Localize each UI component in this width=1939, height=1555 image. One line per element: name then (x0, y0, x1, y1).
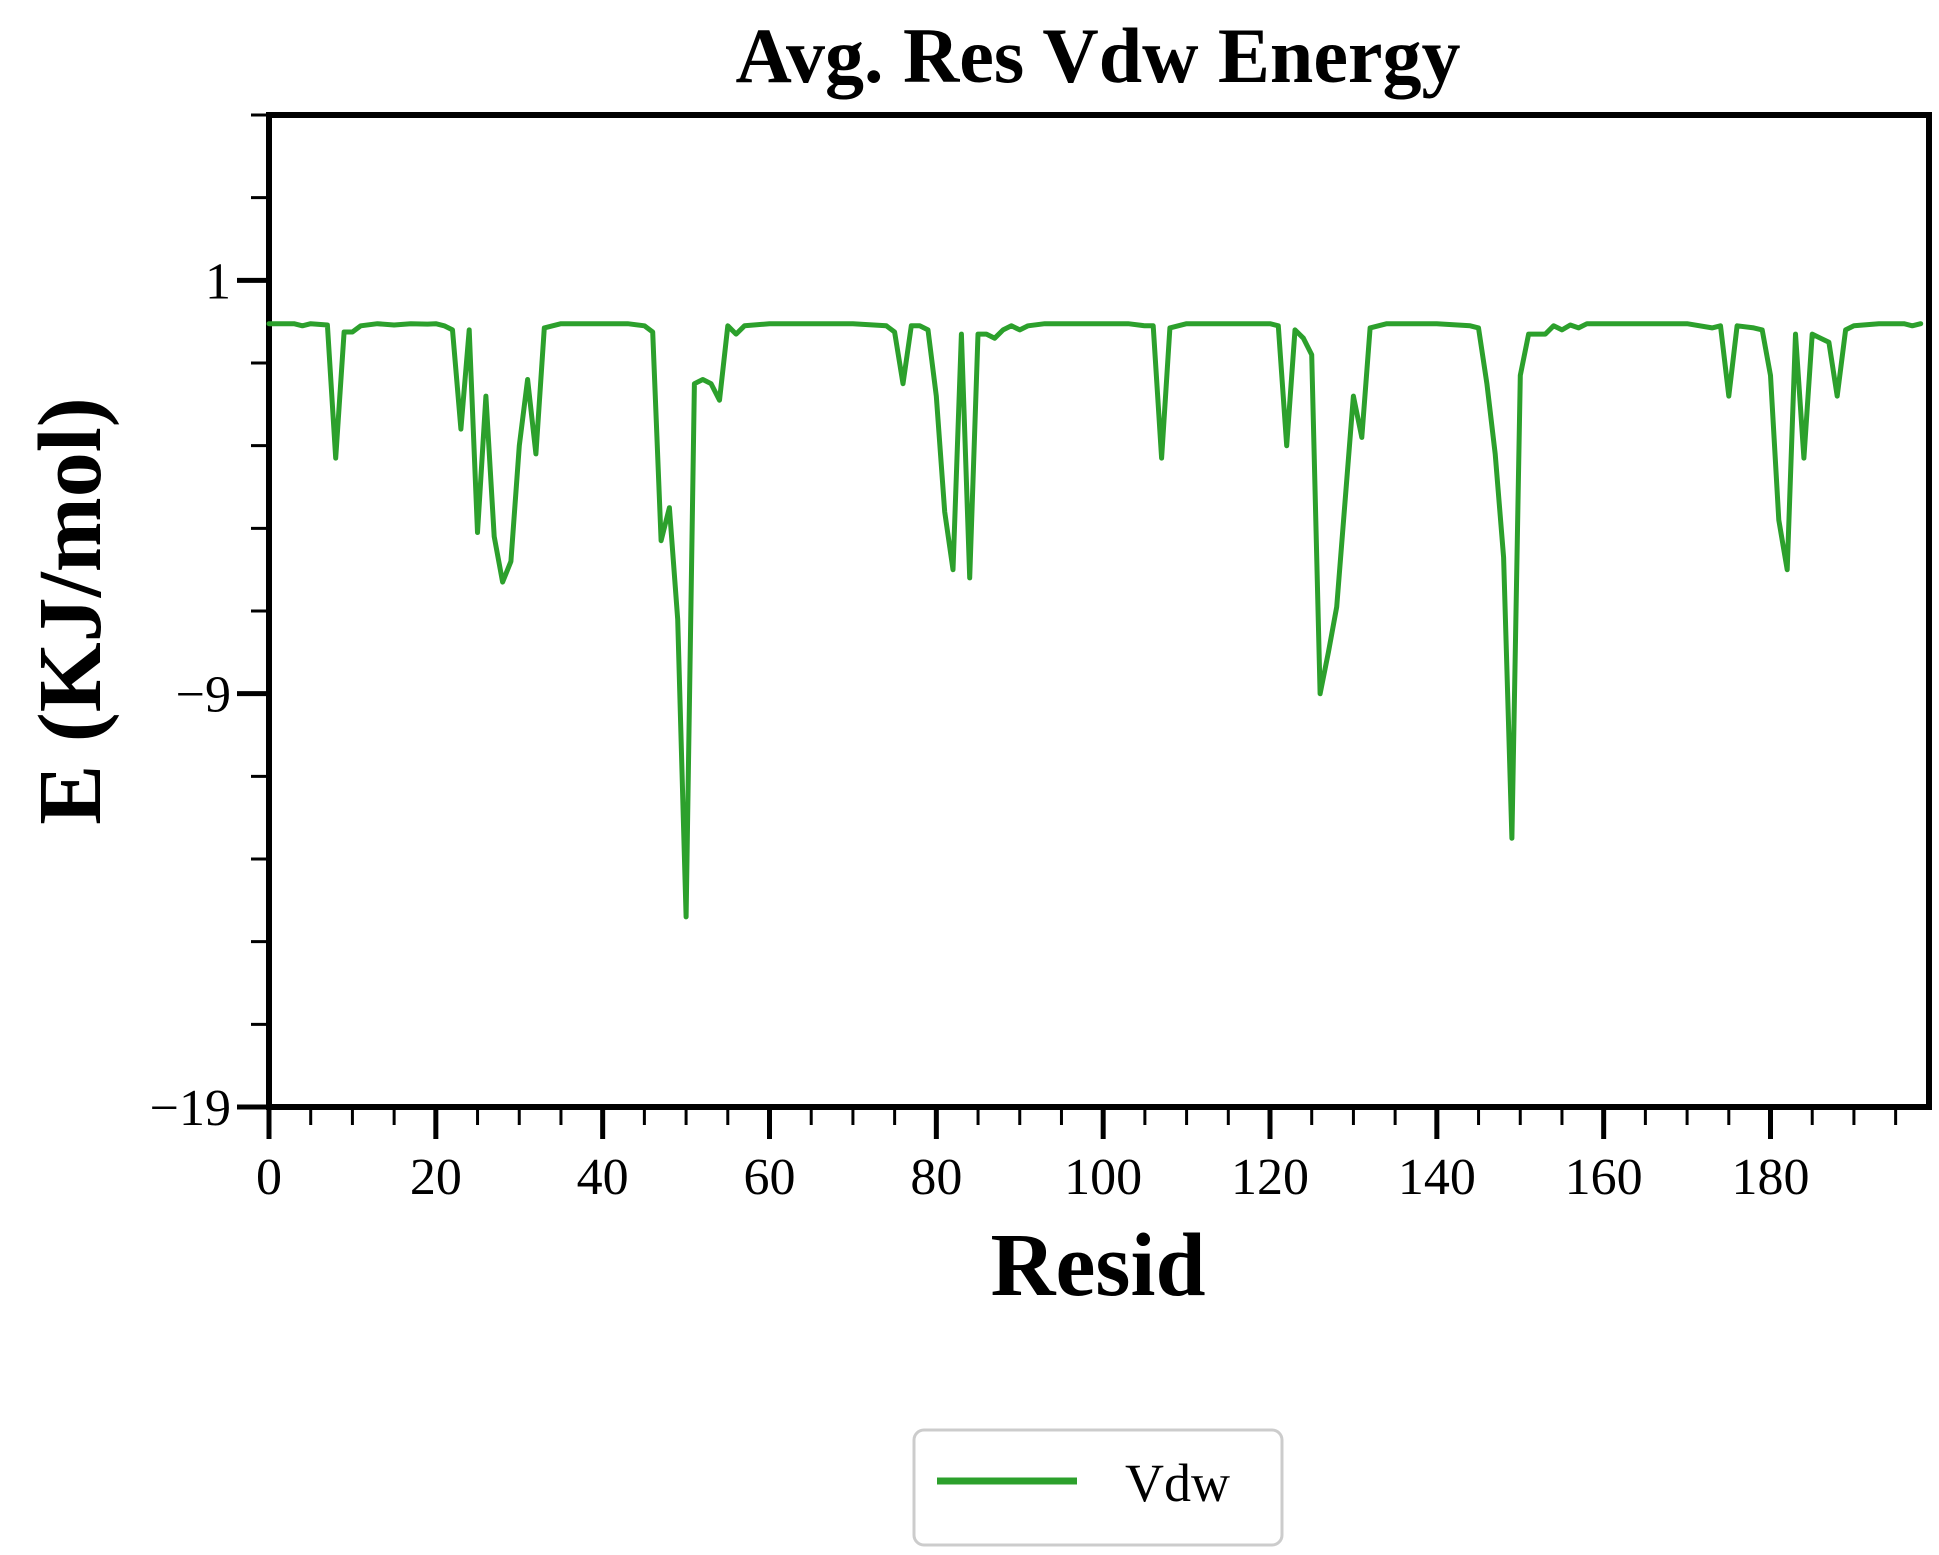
x-tick-label: 40 (577, 1149, 629, 1206)
x-tick-label: 80 (910, 1149, 962, 1206)
plot-frame (266, 112, 1932, 1110)
x-tick-label: 140 (1398, 1149, 1476, 1206)
x-tick-label: 120 (1231, 1149, 1309, 1206)
series-layer (266, 321, 1924, 920)
y-tick-label: 1 (205, 253, 231, 310)
legend-label-vdw: Vdw (1125, 1453, 1230, 1513)
x-tick-label: 180 (1732, 1149, 1810, 1206)
x-axis-ticks: 0 20 40 60 80 100 120 140 160 180 (256, 1107, 1898, 1206)
x-tick-label: 60 (744, 1149, 796, 1206)
y-tick-label: −19 (150, 1080, 231, 1137)
x-tick-label: 0 (256, 1149, 282, 1206)
series-line-vdw (266, 321, 1924, 920)
x-tick-label: 100 (1064, 1149, 1142, 1206)
x-tick-label: 20 (410, 1149, 462, 1206)
legend: Vdw (912, 1428, 1284, 1547)
x-axis-label: Resid (990, 1216, 1205, 1315)
y-axis-label: E (KJ/mol) (21, 397, 120, 824)
chart-title: Avg. Res Vdw Energy (735, 12, 1460, 99)
legend-box (912, 1428, 1284, 1547)
x-tick-label: 160 (1565, 1149, 1643, 1206)
y-axis-ticks: 1 −9 −19 (150, 113, 269, 1137)
y-tick-label: −9 (176, 667, 231, 724)
